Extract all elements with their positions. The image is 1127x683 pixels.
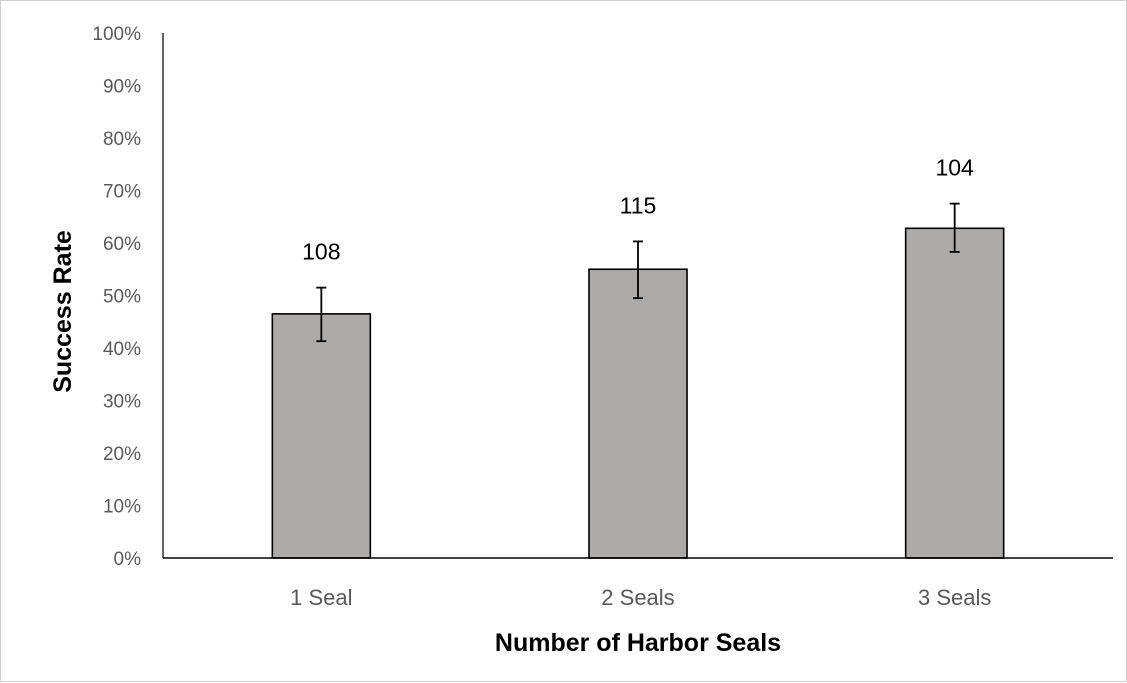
y-tick-label: 90% [103, 77, 141, 98]
y-tick-label: 30% [103, 392, 141, 413]
y-tick-label: 40% [103, 339, 141, 360]
y-tick-label: 10% [103, 497, 141, 518]
bar [588, 268, 688, 559]
x-category-label: 2 Seals [601, 585, 674, 610]
bar [271, 313, 372, 559]
error-bars [316, 202, 960, 343]
data-label: 115 [620, 192, 657, 218]
bar [904, 227, 1005, 559]
data-label: 108 [302, 239, 340, 265]
y-tick-label: 80% [103, 129, 141, 150]
x-axis-categories: 1 Seal 2 Seals 3 Seals [290, 585, 991, 610]
y-tick-label: 60% [103, 234, 141, 255]
error-bar [316, 286, 327, 343]
y-tick-label: 100% [92, 24, 141, 45]
y-tick-label: 70% [103, 182, 141, 203]
data-labels: 108 115 104 [302, 155, 974, 265]
x-category-label: 3 Seals [918, 585, 991, 610]
y-tick-label: 50% [103, 287, 141, 308]
y-tick-label: 20% [103, 444, 141, 465]
y-axis-ticks: 0% 10% 20% 30% 40% 50% 60% 70% 80% 90% 100% [92, 24, 141, 570]
data-label: 104 [935, 155, 974, 181]
x-category-label: 1 Seal [290, 585, 352, 610]
y-tick-label: 0% [114, 549, 142, 570]
y-axis-title: Success Rate [49, 230, 77, 393]
error-bar [949, 202, 960, 253]
x-axis-title: Number of Harbor Seals [495, 629, 781, 657]
error-bar [633, 240, 643, 300]
